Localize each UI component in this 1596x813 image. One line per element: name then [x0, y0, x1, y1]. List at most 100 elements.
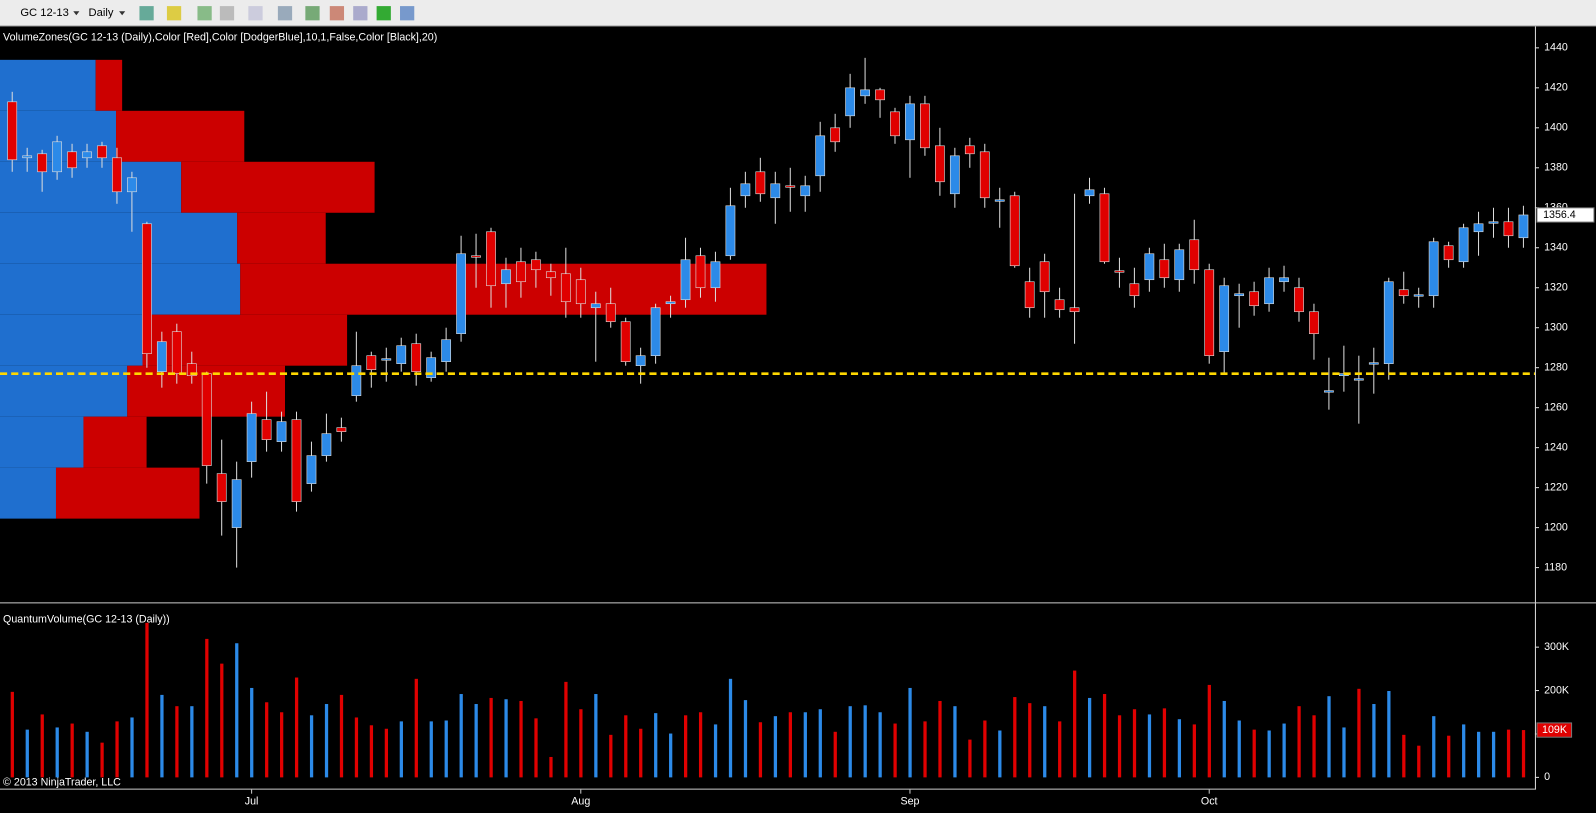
x-tick-label: Jul — [245, 796, 259, 808]
candle-body — [1443, 245, 1454, 261]
candle-body — [1353, 378, 1364, 381]
icon-dollar[interactable] — [376, 6, 391, 21]
candle-body — [456, 253, 466, 335]
icon-strategy[interactable] — [305, 6, 320, 21]
volume-bar — [519, 700, 523, 778]
candle-body — [351, 365, 362, 396]
zone-up — [0, 365, 128, 417]
icon-properties[interactable] — [400, 6, 415, 21]
icon-chart[interactable] — [353, 6, 368, 21]
dropdown-arrow — [119, 11, 126, 16]
candle-body — [830, 127, 841, 143]
candle-body — [441, 339, 452, 362]
icon-indicators[interactable] — [329, 6, 345, 21]
volume-bar — [728, 678, 733, 778]
volume-bar — [878, 712, 882, 778]
y-tick-label: 1300 — [1544, 322, 1568, 334]
volume-bar — [1462, 724, 1466, 778]
icon-cursor[interactable] — [248, 6, 263, 21]
volume-bar — [1192, 724, 1196, 778]
volume-bar — [1207, 684, 1211, 778]
icon-remove[interactable] — [219, 6, 235, 21]
candle-body — [37, 153, 48, 173]
copyright: © 2013 NinjaTrader, LLC — [3, 776, 121, 788]
volume-bar — [70, 723, 74, 778]
volume-bar — [1282, 723, 1286, 778]
candle-body — [471, 255, 481, 258]
dropdown-arrow — [73, 11, 80, 16]
candle-body — [186, 363, 197, 376]
candle-body — [1279, 277, 1289, 283]
candle-body — [800, 185, 811, 197]
volume-bar — [429, 721, 433, 778]
candle-body — [935, 145, 945, 183]
volume-bar — [938, 700, 942, 778]
candle-body — [710, 261, 721, 289]
volume-bar — [848, 706, 852, 778]
icon-add[interactable] — [197, 6, 212, 21]
candle-body — [740, 183, 751, 197]
volume-bar — [384, 728, 389, 778]
candle-body — [381, 358, 392, 361]
x-tick-label: Aug — [571, 796, 590, 808]
candle-body — [785, 185, 796, 188]
period[interactable]: Daily — [89, 7, 114, 19]
candle-body — [920, 103, 930, 149]
zone-down — [237, 212, 326, 264]
candle-body — [680, 259, 691, 301]
volume-bar — [698, 712, 703, 778]
candle-body — [7, 101, 18, 161]
volume-bar — [803, 712, 807, 778]
zone-down — [116, 110, 245, 162]
volume-bar — [923, 721, 927, 778]
candle-body — [994, 199, 1005, 202]
volume-bar — [1402, 734, 1406, 778]
volume-bar — [549, 756, 553, 778]
candle-body — [201, 373, 212, 466]
volume-bar — [1447, 735, 1451, 778]
candle-body — [1398, 289, 1409, 297]
zone-up — [0, 212, 238, 264]
zone-up — [0, 161, 182, 213]
candle-body — [1114, 270, 1125, 273]
candle-body — [486, 231, 496, 287]
candle-body — [1488, 221, 1499, 224]
volume-bar — [863, 705, 867, 778]
volume-bar — [339, 694, 344, 778]
volume-bar — [474, 704, 478, 778]
candle-body — [1368, 362, 1379, 365]
candle-body — [875, 89, 885, 101]
candle-body — [949, 155, 960, 195]
candle-body — [1264, 277, 1274, 305]
volume-bar — [205, 638, 209, 778]
candle-body — [336, 427, 347, 432]
icon-draw[interactable] — [166, 6, 182, 21]
instrument[interactable]: GC 12-13 — [20, 7, 69, 19]
icon-bars[interactable] — [139, 6, 154, 21]
volume-bar — [444, 720, 448, 778]
candle-body — [516, 261, 526, 283]
volume-bar — [1432, 716, 1436, 778]
volume-bar — [1372, 704, 1376, 778]
candle-body — [156, 341, 167, 372]
candle-body — [1309, 311, 1319, 335]
candle-body — [82, 151, 92, 159]
candle-body — [1024, 281, 1035, 309]
volume-bar — [1222, 700, 1226, 778]
candle-body — [650, 307, 661, 356]
zone-down — [95, 59, 123, 111]
candle-body — [501, 269, 511, 285]
candle-body — [1413, 294, 1424, 297]
volume-bar — [983, 720, 987, 778]
candle-body — [545, 271, 556, 279]
volume-bar — [235, 643, 239, 778]
volume-bar — [818, 709, 822, 778]
candle-body — [1099, 193, 1110, 263]
candle-body — [1174, 249, 1185, 281]
volume-bar — [40, 714, 44, 778]
icon-zoom[interactable] — [277, 6, 293, 21]
candle-body — [291, 419, 302, 502]
candle-body — [396, 345, 407, 364]
